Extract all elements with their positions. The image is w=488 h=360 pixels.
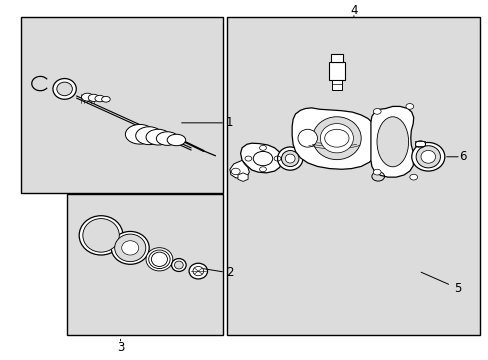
Ellipse shape [53, 78, 76, 99]
Ellipse shape [57, 82, 72, 96]
Ellipse shape [148, 250, 170, 269]
Ellipse shape [285, 154, 294, 163]
Bar [414, 141, 425, 146]
Polygon shape [291, 108, 378, 169]
Ellipse shape [156, 132, 178, 145]
Ellipse shape [146, 248, 172, 271]
Bar [67, 194, 222, 336]
Ellipse shape [297, 129, 317, 147]
Bar [328, 62, 344, 80]
Ellipse shape [81, 93, 93, 101]
Text: 2: 2 [225, 266, 233, 279]
Circle shape [405, 104, 413, 109]
Text: 4: 4 [349, 4, 357, 17]
Ellipse shape [167, 134, 185, 146]
Ellipse shape [125, 125, 154, 144]
Ellipse shape [189, 263, 207, 279]
Ellipse shape [95, 95, 104, 102]
Ellipse shape [115, 234, 145, 262]
Ellipse shape [411, 143, 444, 171]
Bar [330, 54, 342, 62]
Ellipse shape [102, 96, 110, 102]
Ellipse shape [79, 216, 122, 255]
Circle shape [372, 109, 380, 114]
Bar [21, 18, 222, 193]
Ellipse shape [415, 146, 440, 168]
Text: 3: 3 [117, 341, 124, 354]
Ellipse shape [193, 266, 203, 276]
Ellipse shape [136, 127, 162, 145]
Ellipse shape [277, 147, 302, 170]
Polygon shape [240, 143, 282, 173]
Ellipse shape [88, 94, 99, 102]
Ellipse shape [312, 117, 361, 159]
Bar [227, 18, 479, 336]
Ellipse shape [82, 219, 119, 252]
Ellipse shape [376, 117, 408, 167]
Polygon shape [370, 107, 413, 177]
Bar [331, 80, 341, 90]
Circle shape [372, 169, 380, 175]
Text: 6: 6 [459, 150, 466, 163]
Ellipse shape [281, 150, 298, 167]
Ellipse shape [111, 231, 149, 264]
Ellipse shape [146, 129, 170, 145]
Circle shape [409, 174, 417, 180]
Ellipse shape [122, 241, 139, 255]
Ellipse shape [174, 261, 183, 269]
Ellipse shape [171, 258, 186, 271]
Text: 5: 5 [453, 283, 460, 296]
Ellipse shape [320, 123, 353, 153]
Ellipse shape [151, 252, 167, 266]
Text: 1: 1 [225, 116, 233, 129]
Ellipse shape [420, 150, 435, 163]
Polygon shape [229, 160, 249, 178]
